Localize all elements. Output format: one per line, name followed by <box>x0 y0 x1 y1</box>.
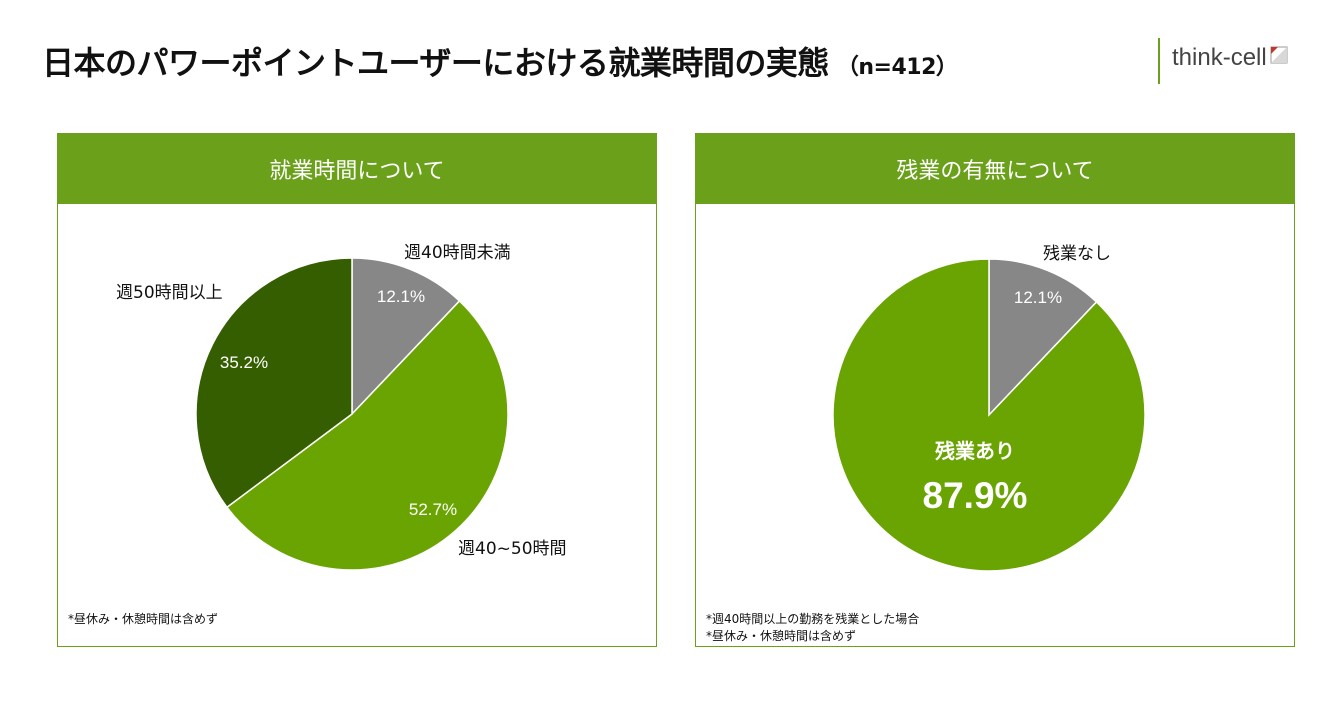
overtime-pie-chart: 12.1% 残業なし 87.9% 残業あり <box>832 244 1146 572</box>
slice-value-label-1: 52.7% <box>409 500 457 519</box>
overtime-panel: 残業の有無について 12.1% 残業なし 87.9% 残業あり *週40時間以上の勤務… <box>695 133 1295 647</box>
slice-category-label-0: 残業なし <box>1043 244 1111 264</box>
pie-slice-1 <box>832 258 1146 572</box>
working-hours-pie-chart: 12.1% 週40時間未満 52.7% 週40~50時間 35.2% 週50時間以上 <box>116 243 567 571</box>
pie-slice-0 <box>988 258 1098 417</box>
pie-slice-0 <box>351 257 461 416</box>
note-overtime-definition: *週40時間以上の勤務を残業とした場合 <box>706 612 920 626</box>
sample-size: （n=412） <box>836 55 958 80</box>
page-title-main: 日本のパワーポイントユーザーにおける就業時間の実態 <box>42 44 829 82</box>
slice-value-label-2: 35.2% <box>220 353 268 372</box>
working-hours-panel: 就業時間について 12.1% 週40時間未満 52.7% 週40~50時間 35.2% 週… <box>57 133 657 647</box>
slice-category-label-1: 残業あり <box>935 439 1015 463</box>
panel-header-overtime: 残業の有無について <box>696 134 1294 204</box>
page-title: 日本のパワーポイントユーザーにおける就業時間の実態 （n=412） <box>42 38 958 84</box>
brand-mark-icon <box>1270 46 1288 64</box>
note-lunch-break: *昼休み・休憩時間は含めず <box>68 612 219 626</box>
slice-category-label-1: 週40~50時間 <box>458 539 567 559</box>
brand-logo-text: think-cell <box>1172 44 1267 71</box>
slice-value-label-0: 12.1% <box>1014 288 1062 307</box>
slice-category-label-0: 週40時間未満 <box>404 243 511 263</box>
slice-value-label-0: 12.1% <box>377 287 425 306</box>
pie-slice-2 <box>195 257 353 509</box>
slice-category-label-2: 週50時間以上 <box>116 283 223 303</box>
slice-value-label-1: 87.9% <box>923 475 1028 516</box>
brand-divider <box>1158 38 1160 84</box>
pie-slice-1 <box>225 299 509 571</box>
note-lunch-break: *昼休み・休憩時間は含めず <box>706 629 857 643</box>
panel-header-working-hours: 就業時間について <box>58 134 656 204</box>
